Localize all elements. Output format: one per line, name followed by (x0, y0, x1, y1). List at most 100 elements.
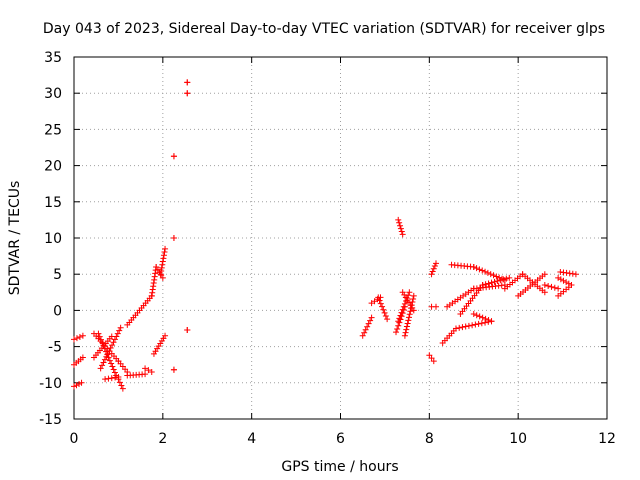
data-point-marker (158, 268, 165, 275)
data-point-marker (99, 339, 106, 346)
data-point-marker (401, 300, 408, 307)
data-point-marker (396, 315, 403, 322)
data-point-marker (500, 276, 507, 283)
data-point-marker (406, 311, 413, 318)
data-point-marker (115, 376, 122, 383)
data-point-marker (116, 379, 123, 386)
data-point-marker (403, 323, 410, 330)
data-point-marker (472, 321, 479, 328)
y-tick-label: 25 (44, 122, 62, 138)
data-point-marker (368, 314, 375, 321)
data-point-marker (95, 330, 102, 337)
data-point-marker (406, 314, 413, 321)
data-point-marker (494, 278, 501, 285)
data-point-marker (475, 320, 482, 327)
data-point-marker (488, 279, 495, 286)
chart-title: Day 043 of 2023, Sidereal Day-to-day VTE… (43, 21, 605, 37)
data-point-marker (560, 277, 567, 284)
data-point-marker (113, 333, 120, 340)
data-point-marker (76, 333, 83, 340)
data-point-marker (380, 306, 387, 313)
data-point-marker (161, 249, 168, 256)
data-point-marker (160, 252, 167, 259)
data-point-marker (108, 360, 115, 367)
data-point-marker (428, 271, 435, 278)
data-point-marker (397, 222, 404, 229)
y-tick-label: 15 (44, 195, 62, 211)
data-point-marker (548, 283, 555, 290)
data-point-marker (162, 332, 169, 339)
data-point-marker (71, 383, 77, 390)
data-point-marker (96, 333, 103, 340)
data-point-marker (568, 282, 575, 289)
data-point-marker (359, 332, 366, 339)
data-point-marker (100, 359, 107, 366)
data-point-marker (473, 265, 480, 272)
data-point-marker (114, 330, 121, 337)
data-point-marker (432, 303, 439, 310)
y-tick-label: 20 (44, 159, 62, 175)
data-point-marker (367, 317, 374, 324)
data-point-marker (158, 264, 165, 271)
data-point-marker (381, 309, 388, 316)
data-point-marker (399, 231, 406, 238)
data-point-marker (73, 335, 80, 342)
data-point-marker (361, 329, 368, 336)
data-point-marker (506, 274, 513, 281)
data-point-marker (541, 282, 548, 289)
data-point-marker (110, 339, 117, 346)
data-point-marker (170, 153, 177, 160)
data-point-marker (482, 315, 489, 322)
data-point-marker (394, 325, 401, 332)
data-point-marker (71, 336, 77, 343)
data-point-marker (117, 324, 124, 331)
y-tick-label: 30 (44, 86, 62, 102)
data-point-marker (410, 295, 417, 302)
data-point-marker (476, 313, 483, 320)
data-point-marker (563, 279, 570, 286)
data-point-marker (479, 314, 486, 321)
data-point-marker (476, 266, 483, 273)
y-tick-label: 5 (53, 267, 62, 283)
data-points (71, 79, 579, 392)
data-point-marker (399, 306, 406, 313)
y-tick-label: -10 (39, 376, 62, 392)
data-point-marker (364, 323, 371, 330)
data-point-marker (160, 255, 167, 262)
data-point-marker (404, 320, 411, 327)
data-point-marker (482, 268, 489, 275)
data-point-marker (395, 216, 402, 223)
data-point-marker (403, 326, 410, 333)
data-point-marker (406, 289, 413, 296)
data-point-marker (491, 278, 498, 285)
data-point-marker (379, 303, 386, 310)
data-point-marker (482, 319, 489, 326)
data-point-marker (482, 281, 489, 288)
data-point-marker (376, 297, 383, 304)
data-point-marker (384, 316, 391, 323)
data-point-marker (170, 235, 177, 241)
data-point-marker (110, 366, 117, 373)
y-tick-label: 10 (44, 231, 62, 247)
data-point-marker (485, 280, 492, 287)
x-tick-label: 10 (509, 431, 527, 447)
x-tick-label: 12 (598, 431, 616, 447)
data-point-marker (184, 90, 191, 97)
data-point-marker (497, 277, 504, 284)
data-point-marker (459, 324, 466, 331)
data-point-marker (118, 382, 125, 389)
data-point-marker (375, 294, 382, 301)
data-point-marker (430, 265, 437, 272)
data-point-marker (456, 324, 463, 331)
data-point-marker (105, 375, 112, 382)
data-point-marker (377, 300, 384, 307)
data-point-marker (159, 261, 166, 268)
data-point-marker (362, 326, 369, 333)
data-point-marker (393, 329, 400, 336)
data-point-marker (397, 312, 404, 319)
data-point-marker (396, 219, 403, 226)
data-point-marker (111, 336, 118, 343)
data-point-marker (487, 271, 494, 278)
data-point-marker (407, 308, 414, 315)
data-point-marker (100, 342, 107, 349)
